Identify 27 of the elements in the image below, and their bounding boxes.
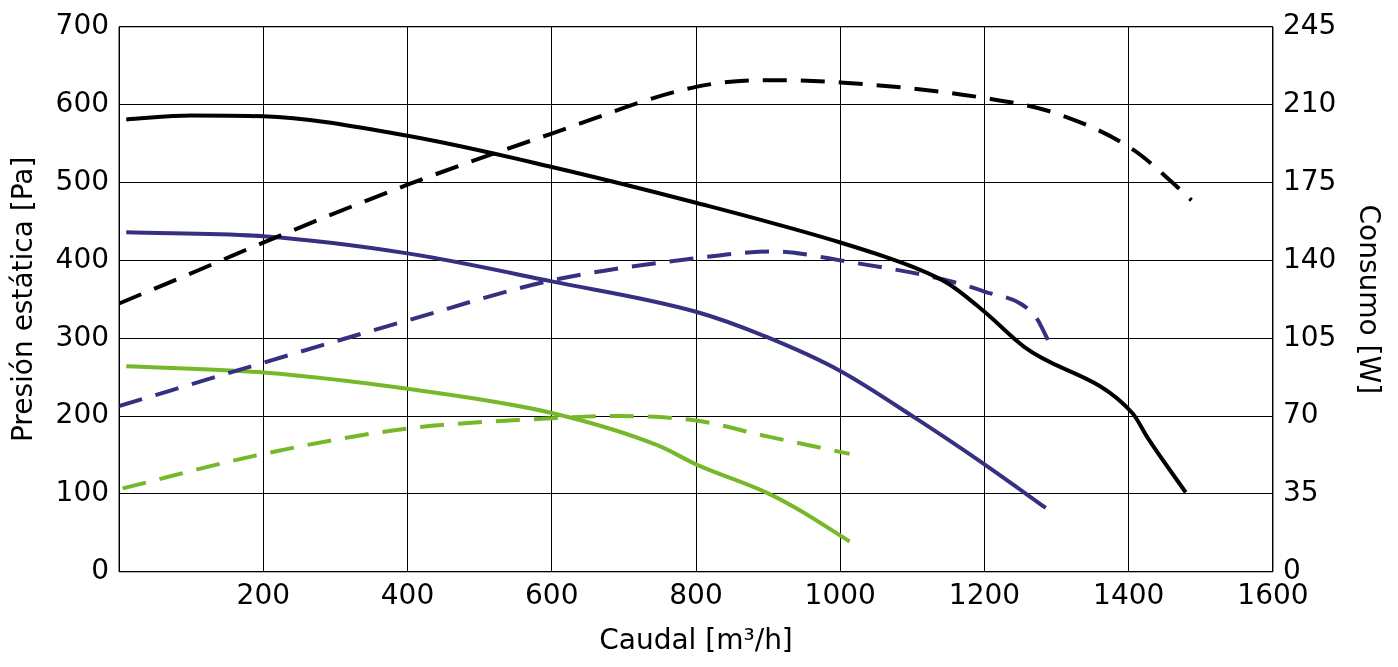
- x-tick-label: 800: [669, 577, 723, 611]
- x-axis-title: Caudal [m³/h]: [599, 623, 793, 657]
- line-series: [124, 230, 1048, 510]
- y-tick-label: 300: [55, 319, 110, 353]
- y-tick-label: 200: [55, 397, 110, 431]
- y2-tick-label: 140: [1282, 241, 1337, 275]
- y-tick-label: 0: [91, 553, 110, 587]
- y2-tick-label: 35: [1282, 475, 1319, 509]
- x-tick-label: 200: [236, 577, 291, 611]
- y2-tick-label: 245: [1282, 8, 1337, 42]
- y-tick-label: 100: [55, 475, 110, 509]
- x-tick-label: 600: [525, 577, 579, 611]
- y-axis-title: Presión estática [Pa]: [6, 156, 40, 443]
- x-tick-label: 400: [380, 577, 435, 611]
- y-tick-label: 400: [55, 241, 110, 275]
- y-tick-label: 700: [55, 8, 110, 42]
- y-tick-label: 500: [55, 163, 110, 197]
- y2-axis-title: Consumo [W]: [1352, 204, 1386, 395]
- x-tick-label: 1200: [948, 577, 1021, 611]
- x-tick-label: 1400: [1093, 577, 1165, 611]
- line-series: [124, 364, 852, 544]
- y-tick-label: 600: [55, 85, 110, 119]
- x-tick-label: 1000: [804, 577, 876, 611]
- y2-tick-label: 175: [1282, 163, 1337, 197]
- y2-tick-label: 210: [1282, 85, 1337, 119]
- y2-tick-label: 70: [1282, 397, 1319, 431]
- y2-tick-label: 105: [1282, 319, 1337, 353]
